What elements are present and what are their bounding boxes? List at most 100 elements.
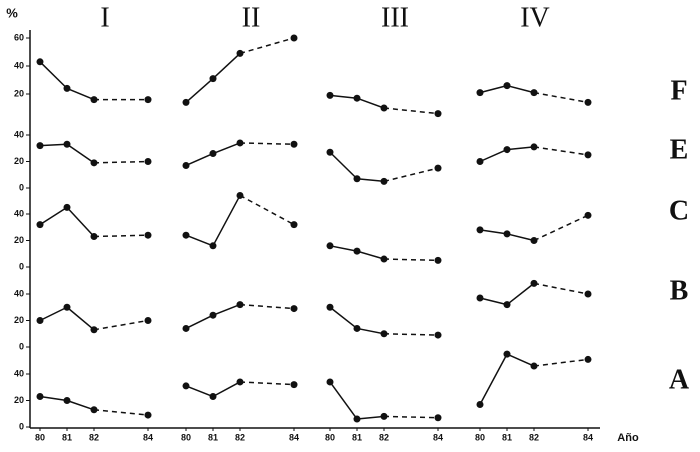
point: [36, 393, 44, 401]
series-segment: [356, 250, 385, 260]
series-segment: [329, 151, 358, 180]
series-segment: [356, 97, 385, 109]
point: [90, 159, 98, 167]
series-segment: [533, 358, 589, 367]
point: [236, 49, 244, 57]
series-segment: [533, 91, 589, 104]
point: [503, 82, 511, 90]
y-tick-label: 20: [14, 315, 24, 325]
point: [63, 84, 71, 92]
series-segment: [506, 233, 535, 242]
series-segment: [479, 148, 508, 163]
y-tick-label: 0: [19, 261, 24, 271]
column-label: IV: [520, 2, 550, 33]
point: [63, 203, 71, 211]
point: [353, 94, 361, 102]
y-axis-label: %: [6, 5, 18, 20]
series-segment: [39, 143, 68, 147]
series-segment: [212, 52, 241, 80]
column-label: II: [242, 2, 261, 33]
point: [476, 226, 484, 234]
x-tick-label: 82: [529, 432, 539, 442]
series-segment: [239, 37, 295, 55]
point: [209, 242, 217, 250]
point: [503, 301, 511, 309]
y-tick-label: 0: [19, 182, 24, 192]
x-tick-label: 84: [583, 432, 593, 442]
point: [90, 233, 98, 241]
x-axis-label: Año: [617, 432, 639, 444]
point: [63, 397, 71, 404]
point: [290, 221, 298, 229]
series-segment: [212, 381, 241, 398]
series-segment: [66, 399, 95, 411]
point: [290, 305, 298, 313]
point: [144, 96, 152, 104]
series-segment: [383, 333, 439, 336]
point: [584, 211, 592, 219]
point: [353, 415, 361, 423]
point: [182, 324, 190, 332]
point: [90, 406, 98, 414]
point: [530, 89, 538, 97]
series-segment: [39, 306, 68, 322]
series-segment: [479, 353, 508, 405]
x-tick-label: 80: [475, 432, 485, 442]
series-segment: [185, 234, 214, 247]
y-tick-label: 40: [14, 368, 24, 378]
point: [353, 324, 361, 332]
y-tick-label: 60: [14, 32, 24, 42]
point: [209, 75, 217, 83]
point: [182, 382, 190, 390]
point: [36, 317, 44, 324]
point: [144, 231, 152, 239]
point: [63, 303, 71, 311]
point: [90, 326, 98, 334]
point: [326, 303, 334, 311]
x-tick-label: 84: [143, 432, 153, 442]
point: [236, 378, 244, 386]
series-segment: [479, 297, 508, 306]
point: [209, 393, 217, 401]
series-segment: [329, 306, 358, 330]
series-segment: [93, 160, 149, 164]
point: [290, 140, 298, 148]
series-segment: [93, 409, 149, 416]
row-label: A: [669, 364, 690, 395]
point: [584, 290, 592, 298]
series-segment: [356, 327, 385, 335]
y-tick-label: 20: [14, 156, 24, 166]
series-segment: [185, 314, 214, 330]
series-segment: [93, 234, 149, 238]
point: [503, 230, 511, 238]
series-segment: [66, 87, 95, 101]
x-tick-label: 82: [89, 432, 99, 442]
series-segment: [329, 245, 358, 252]
series-segment: [383, 167, 439, 183]
series-segment: [66, 306, 95, 331]
point: [144, 317, 152, 324]
point: [434, 331, 442, 339]
row-label: E: [670, 134, 689, 165]
point: [434, 256, 442, 264]
series-segment: [39, 206, 68, 226]
point: [584, 98, 592, 106]
point: [530, 279, 538, 287]
y-tick-label: 0: [19, 421, 24, 431]
point: [380, 255, 388, 263]
series-segment: [66, 206, 95, 238]
series-segment: [506, 353, 535, 367]
point: [476, 400, 484, 408]
y-tick-label: 40: [14, 208, 24, 218]
point: [530, 143, 538, 151]
point: [209, 150, 217, 158]
point: [434, 164, 442, 172]
point: [326, 242, 334, 250]
point: [326, 91, 334, 99]
point: [290, 381, 298, 389]
series-segment: [239, 303, 295, 310]
row-label: F: [670, 75, 687, 106]
series-segment: [93, 319, 149, 331]
point: [182, 231, 190, 239]
